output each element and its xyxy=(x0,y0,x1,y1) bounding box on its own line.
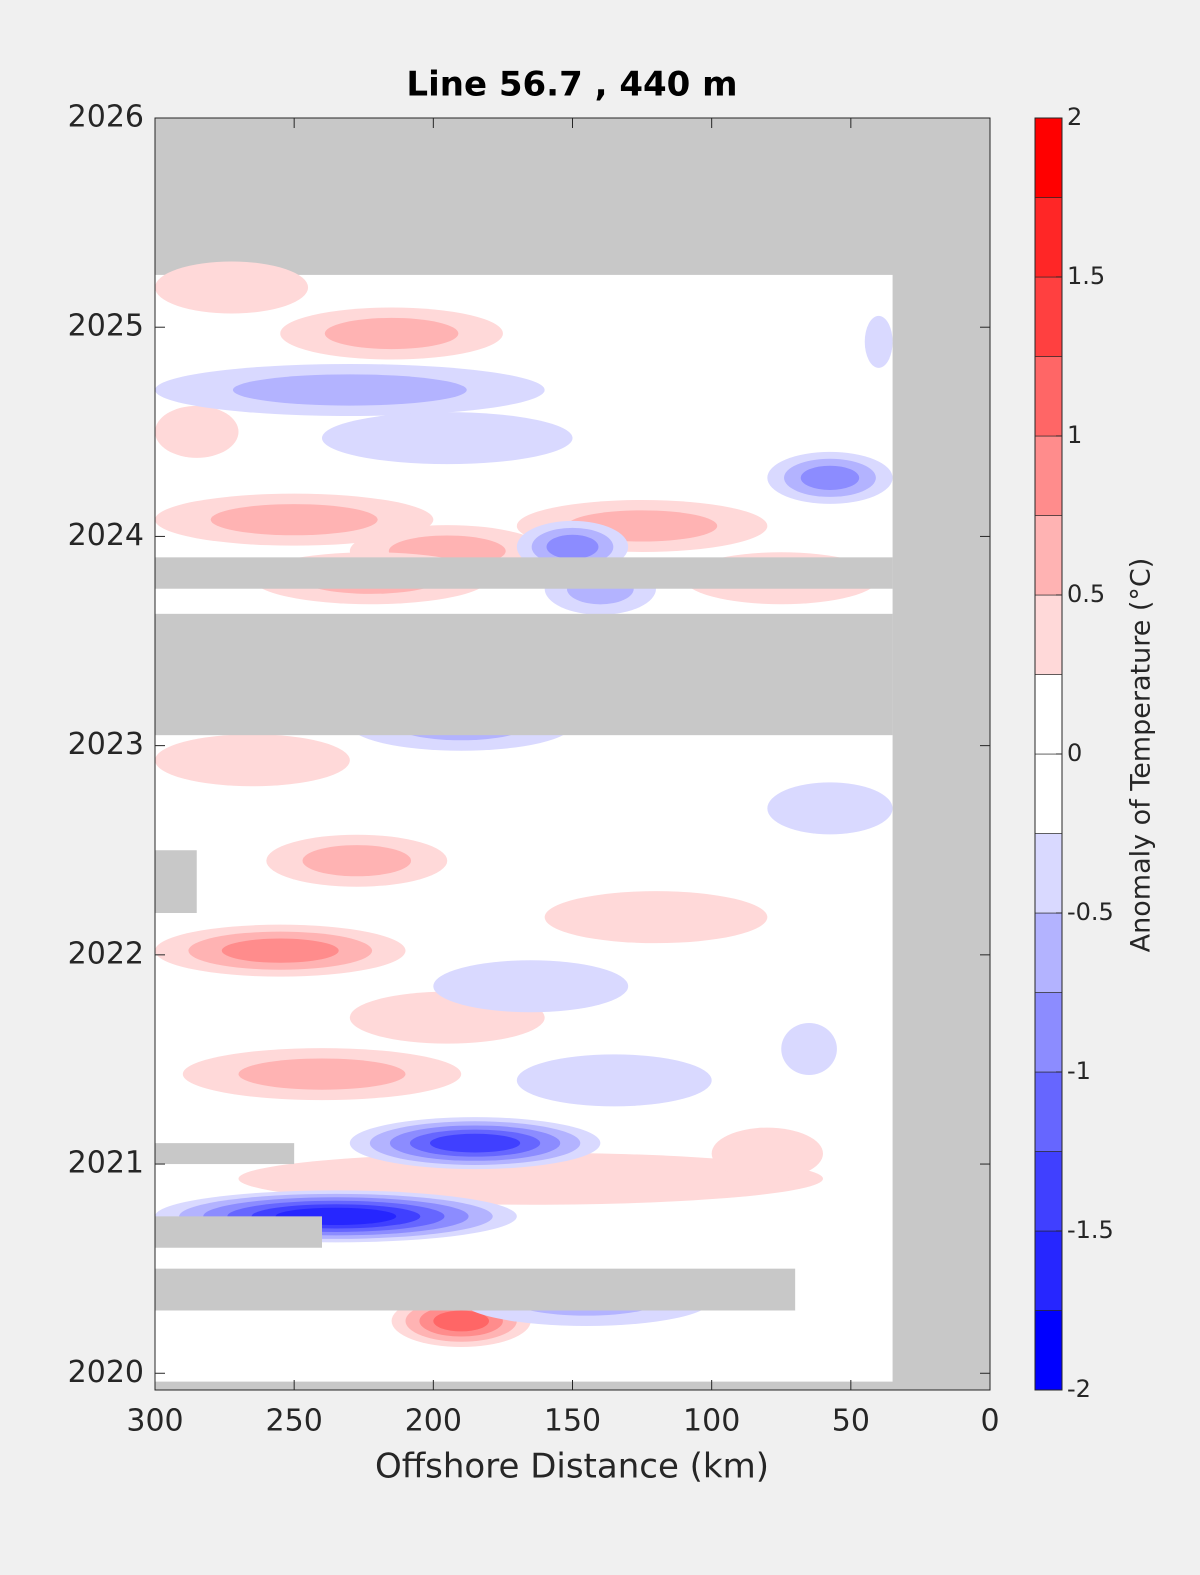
colorbar-band xyxy=(1034,117,1063,198)
x-tick-label: 150 xyxy=(544,1404,601,1439)
anomaly-contour xyxy=(221,938,339,963)
anomaly-contour xyxy=(546,534,599,560)
anomaly-contour xyxy=(322,412,573,465)
anomaly-contour xyxy=(711,1127,823,1180)
colorbar-label: Anomaly of Temperature (°C) xyxy=(1126,558,1157,953)
anomaly-contour xyxy=(544,891,768,944)
anomaly-contour xyxy=(155,405,239,458)
colorbar-band xyxy=(1034,753,1063,834)
anomaly-contour xyxy=(781,1022,837,1075)
plot-area xyxy=(155,118,990,1390)
colorbar-band xyxy=(1034,594,1063,675)
colorbar-band xyxy=(1034,435,1063,516)
anomaly-contour xyxy=(433,1310,489,1332)
colorbar-band xyxy=(1034,1071,1063,1152)
x-tick-label: 100 xyxy=(683,1404,740,1439)
colorbar-band xyxy=(1034,992,1063,1073)
colorbar-band xyxy=(1034,356,1063,437)
x-axis-label: Offshore Distance (km) xyxy=(375,1447,769,1487)
no-data-band xyxy=(155,557,893,589)
y-tick-label: 2020 xyxy=(68,1355,144,1390)
y-tick-label: 2024 xyxy=(68,518,144,553)
colorbar-band xyxy=(1034,276,1063,357)
anomaly-contour xyxy=(767,782,893,835)
colorbar-tick-label: 1 xyxy=(1067,421,1082,449)
colorbar-band xyxy=(1034,912,1063,993)
anomaly-contour xyxy=(302,845,412,877)
colorbar-tick-label: -1 xyxy=(1067,1057,1091,1085)
anomaly-contour xyxy=(516,1054,712,1107)
no-data-band xyxy=(155,1268,796,1311)
x-tick-label: 250 xyxy=(266,1404,323,1439)
colorbar-band xyxy=(1034,674,1063,755)
anomaly-contour xyxy=(238,1058,406,1090)
x-tick-label: 300 xyxy=(126,1404,183,1439)
anomaly-contour xyxy=(155,734,350,787)
colorbar-tick-label: 0 xyxy=(1067,739,1082,767)
y-tick-label: 2022 xyxy=(68,936,144,971)
colorbar-tick-label: -1.5 xyxy=(1067,1216,1114,1244)
colorbar-tick-label: 2 xyxy=(1067,103,1082,131)
anomaly-contour xyxy=(155,261,309,314)
colorbar-tick-label: -2 xyxy=(1067,1375,1091,1403)
colorbar-band xyxy=(1034,197,1063,278)
colorbar-band xyxy=(1034,833,1063,914)
no-data-band xyxy=(155,1216,322,1248)
x-tick-label: 200 xyxy=(405,1404,462,1439)
anomaly-contour xyxy=(210,504,378,536)
anomaly-contour xyxy=(429,1133,521,1153)
no-data-band xyxy=(155,613,893,736)
no-data-band xyxy=(155,1143,295,1165)
anomaly-contour xyxy=(433,960,629,1013)
y-tick-label: 2025 xyxy=(68,309,144,344)
colorbar-band xyxy=(1034,1230,1063,1311)
colorbar-tick-label: -0.5 xyxy=(1067,898,1114,926)
x-tick-label: 0 xyxy=(980,1404,999,1439)
x-tick-label: 50 xyxy=(832,1404,870,1439)
no-data-band xyxy=(155,850,197,913)
anomaly-contour xyxy=(232,374,467,406)
colorbar-band xyxy=(1034,1151,1063,1232)
y-tick-label: 2026 xyxy=(68,100,144,135)
colorbar-band xyxy=(1034,1310,1063,1391)
chart-title: Line 56.7 , 440 m xyxy=(406,65,737,105)
anomaly-contour xyxy=(864,315,893,368)
colorbar-band xyxy=(1034,515,1063,596)
colorbar-tick-label: 0.5 xyxy=(1067,580,1105,608)
anomaly-contour xyxy=(800,465,860,490)
y-tick-label: 2021 xyxy=(68,1146,144,1181)
colorbar-tick-label: 1.5 xyxy=(1067,262,1105,290)
y-tick-label: 2023 xyxy=(68,727,144,762)
anomaly-contour xyxy=(324,317,459,350)
